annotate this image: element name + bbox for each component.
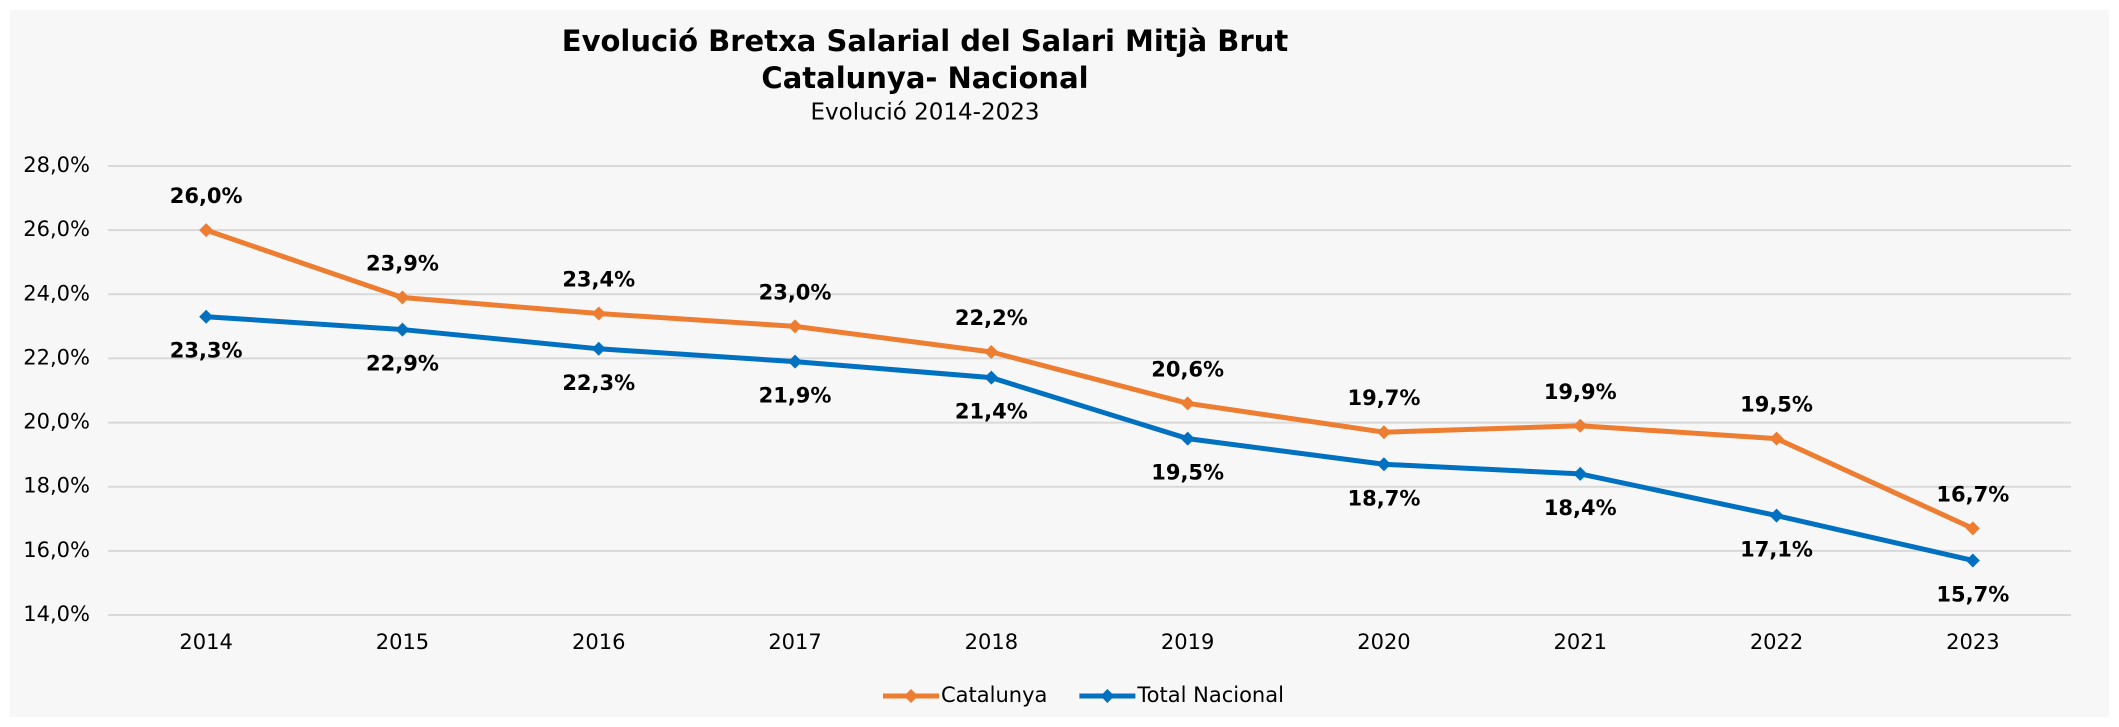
data-label: 19,5% bbox=[1740, 393, 1813, 417]
marker bbox=[1769, 508, 1784, 523]
marker bbox=[1965, 521, 1980, 536]
marker bbox=[788, 319, 803, 334]
data-label: 18,4% bbox=[1544, 496, 1617, 520]
data-label: 21,4% bbox=[955, 400, 1028, 424]
marker bbox=[1180, 431, 1195, 446]
series-line bbox=[205, 314, 1974, 563]
marker bbox=[984, 370, 999, 385]
data-label: 22,9% bbox=[366, 352, 439, 376]
legend-label: Total Nacional bbox=[1136, 683, 1284, 707]
data-label: 23,0% bbox=[759, 280, 832, 304]
marker bbox=[1573, 466, 1588, 481]
x-tick-label: 2023 bbox=[1946, 630, 1999, 654]
data-label: 22,2% bbox=[955, 306, 1028, 330]
data-label: 19,5% bbox=[1151, 461, 1224, 485]
marker bbox=[1180, 396, 1195, 411]
marker bbox=[591, 341, 606, 356]
x-tick-label: 2017 bbox=[768, 630, 821, 654]
y-tick-label: 26,0% bbox=[23, 217, 90, 241]
chart-title: Evolució Bretxa Salarial del Salari Mitj… bbox=[562, 24, 1289, 58]
marker bbox=[591, 306, 606, 321]
marker bbox=[1965, 553, 1980, 568]
x-tick-label: 2019 bbox=[1161, 630, 1214, 654]
x-tick-label: 2018 bbox=[965, 630, 1018, 654]
x-tick-label: 2021 bbox=[1554, 630, 1607, 654]
x-tick-label: 2014 bbox=[179, 630, 232, 654]
y-tick-label: 20,0% bbox=[23, 410, 90, 434]
marker bbox=[984, 345, 999, 360]
data-label: 23,9% bbox=[366, 251, 439, 275]
data-label: 21,9% bbox=[759, 384, 832, 408]
marker bbox=[395, 290, 410, 305]
legend-marker bbox=[1100, 689, 1115, 703]
chart-subtitle-line: Catalunya- Nacional bbox=[761, 61, 1088, 95]
y-tick-label: 14,0% bbox=[23, 602, 90, 626]
x-tick-label: 2016 bbox=[572, 630, 625, 654]
y-tick-label: 18,0% bbox=[23, 474, 90, 498]
data-label: 20,6% bbox=[1151, 357, 1224, 381]
data-label: 19,9% bbox=[1544, 380, 1617, 404]
y-tick-label: 16,0% bbox=[23, 538, 90, 562]
legend-label: Catalunya bbox=[941, 683, 1047, 707]
series-line bbox=[205, 227, 1974, 531]
marker bbox=[395, 322, 410, 337]
data-label: 17,1% bbox=[1740, 538, 1813, 562]
marker bbox=[1769, 431, 1784, 446]
data-label: 16,7% bbox=[1936, 482, 2009, 506]
marker bbox=[199, 309, 214, 324]
x-tick-label: 2020 bbox=[1357, 630, 1410, 654]
marker bbox=[1376, 457, 1391, 472]
data-label: 15,7% bbox=[1936, 582, 2009, 606]
marker bbox=[788, 354, 803, 369]
chart-subtitle: Evolució 2014-2023 bbox=[811, 100, 1040, 126]
legend-marker bbox=[904, 689, 918, 703]
data-label: 19,7% bbox=[1348, 386, 1421, 410]
marker bbox=[199, 223, 214, 238]
y-tick-label: 28,0% bbox=[23, 153, 90, 177]
y-tick-label: 24,0% bbox=[23, 281, 90, 305]
data-label: 23,3% bbox=[170, 339, 243, 363]
y-tick-label: 22,0% bbox=[23, 345, 90, 369]
data-label: 18,7% bbox=[1348, 486, 1421, 510]
marker bbox=[1573, 418, 1588, 433]
data-label: 26,0% bbox=[170, 184, 243, 208]
x-tick-label: 2015 bbox=[376, 630, 429, 654]
chart-background bbox=[10, 10, 2109, 717]
x-tick-label: 2022 bbox=[1750, 630, 1803, 654]
data-label: 22,3% bbox=[562, 371, 635, 395]
marker bbox=[1376, 425, 1391, 440]
data-label: 23,4% bbox=[562, 268, 635, 292]
